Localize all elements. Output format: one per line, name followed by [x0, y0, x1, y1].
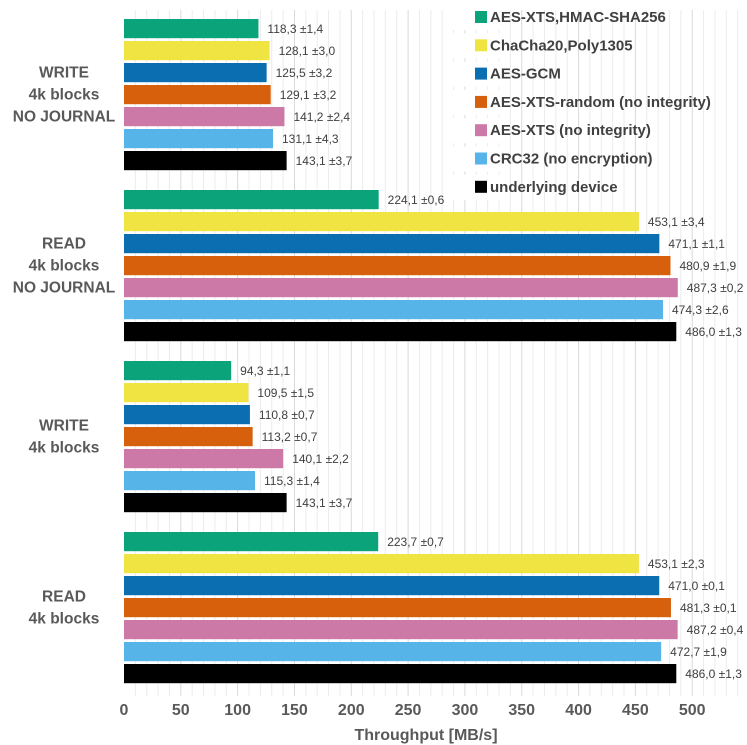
bar	[124, 449, 284, 469]
x-tick-label: 50	[172, 702, 190, 719]
bar	[124, 322, 677, 342]
x-tick-label: 100	[224, 702, 251, 719]
legend: AES-XTS,HMAC-SHA256 ChaCha20,Poly1305 AES-…	[452, 5, 711, 200]
axis-layer: 0 50 100 150 200 250 300 350 400 450 500	[120, 702, 706, 719]
category-label: 4k blocks	[29, 258, 100, 275]
category-label: READ	[42, 236, 86, 253]
bar	[124, 664, 677, 684]
x-tick-label: 150	[281, 702, 308, 719]
data-label: 471,1 ±1,1	[668, 237, 725, 251]
bar	[124, 598, 671, 618]
data-label: 471,0 ±0,1	[668, 579, 725, 593]
bar	[124, 493, 287, 513]
data-label: 118,3 ±1,4	[267, 22, 323, 36]
x-tick-label: 350	[508, 702, 535, 719]
data-label: 480,9 ±1,9	[679, 259, 736, 273]
bar	[124, 63, 267, 83]
legend-swatch	[475, 39, 487, 52]
category-label: NO JOURNAL	[13, 109, 115, 126]
data-label: 141,2 ±2,4	[293, 110, 350, 124]
bar	[124, 427, 253, 447]
bar	[124, 107, 285, 127]
bar	[124, 212, 639, 232]
data-label: 113,2 ±0,7	[262, 430, 318, 444]
bar	[124, 278, 678, 298]
x-axis-title: Throughput [MB/s]	[354, 727, 497, 744]
data-label: 129,1 ±3,2	[280, 88, 337, 102]
bar	[124, 41, 270, 61]
x-tick-label: 250	[395, 702, 422, 719]
x-tick-label: 400	[565, 702, 592, 719]
data-label: 486,0 ±1,3	[685, 667, 742, 681]
legend-label: underlying device	[490, 179, 618, 196]
bar	[124, 532, 379, 552]
data-label: 110,8 ±0,7	[259, 408, 315, 422]
data-label: 453,1 ±2,3	[648, 557, 705, 571]
data-label: 115,3 ±1,4	[264, 474, 320, 488]
bar	[124, 300, 663, 320]
data-label: 472,7 ±1,9	[670, 645, 727, 659]
bar	[124, 234, 660, 254]
bar	[124, 620, 678, 640]
data-label: 487,3 ±0,2	[687, 281, 744, 295]
data-label: 474,3 ±2,6	[672, 303, 729, 317]
data-label: 143,1 ±3,7	[296, 154, 353, 168]
data-label: 140,1 ±2,2	[292, 452, 349, 466]
category-label: NO JOURNAL	[13, 280, 115, 297]
bar	[124, 471, 256, 491]
data-label: 109,5 ±1,5	[257, 386, 314, 400]
bar	[124, 361, 232, 381]
legend-swatch	[475, 180, 487, 193]
legend-swatch	[475, 95, 487, 108]
x-tick-label: 500	[679, 702, 706, 719]
legend-label: AES-XTS,HMAC-SHA256	[490, 9, 666, 26]
bar	[124, 405, 250, 425]
legend-label: ChaCha20,Poly1305	[490, 37, 633, 54]
x-tick-label: 0	[120, 702, 129, 719]
legend-label: CRC32 (no encryption)	[490, 151, 653, 168]
legend-label: AES-XTS (no integrity)	[490, 122, 651, 139]
data-label: 128,1 ±3,0	[279, 44, 336, 58]
category-label: WRITE	[39, 65, 89, 82]
data-label: 143,1 ±3,7	[296, 496, 353, 510]
bar	[124, 129, 273, 149]
legend-swatch	[475, 11, 487, 23]
data-label: 224,1 ±0,6	[388, 193, 445, 207]
legend-swatch	[475, 152, 487, 165]
category-label: 4k blocks	[29, 87, 100, 104]
x-tick-label: 200	[338, 702, 365, 719]
data-label: 486,0 ±1,3	[685, 325, 742, 339]
bar	[124, 256, 671, 276]
data-label: 125,5 ±3,2	[276, 66, 333, 80]
legend-swatch	[475, 67, 487, 80]
category-label: READ	[42, 589, 86, 606]
data-label: 94,3 ±1,1	[240, 364, 290, 378]
labels-layer: 118,3 ±1,4 128,1 ±3,0 125,5 ±3,2 129,1 ±3,2…	[13, 22, 744, 681]
category-label: 4k blocks	[29, 611, 100, 628]
legend-label: AES-GCM	[490, 66, 561, 83]
data-label: 223,7 ±0,7	[387, 535, 444, 549]
bar	[124, 85, 271, 105]
category-label: 4k blocks	[29, 440, 100, 457]
legend-swatch	[475, 124, 487, 137]
bar	[124, 642, 662, 662]
bar	[124, 383, 249, 403]
data-label: 487,2 ±0,4	[687, 623, 744, 637]
x-tick-label: 300	[452, 702, 479, 719]
bar	[124, 19, 259, 39]
bar	[124, 190, 379, 210]
category-label: WRITE	[39, 418, 89, 435]
legend-label: AES-XTS-random (no integrity)	[490, 94, 711, 111]
bar	[124, 151, 287, 171]
bars-layer	[124, 19, 678, 684]
bar	[124, 576, 660, 596]
bar	[124, 554, 639, 574]
data-label: 131,1 ±4,3	[282, 132, 339, 146]
data-label: 481,3 ±0,1	[680, 601, 737, 615]
x-tick-label: 450	[622, 702, 649, 719]
data-label: 453,1 ±3,4	[648, 215, 705, 229]
